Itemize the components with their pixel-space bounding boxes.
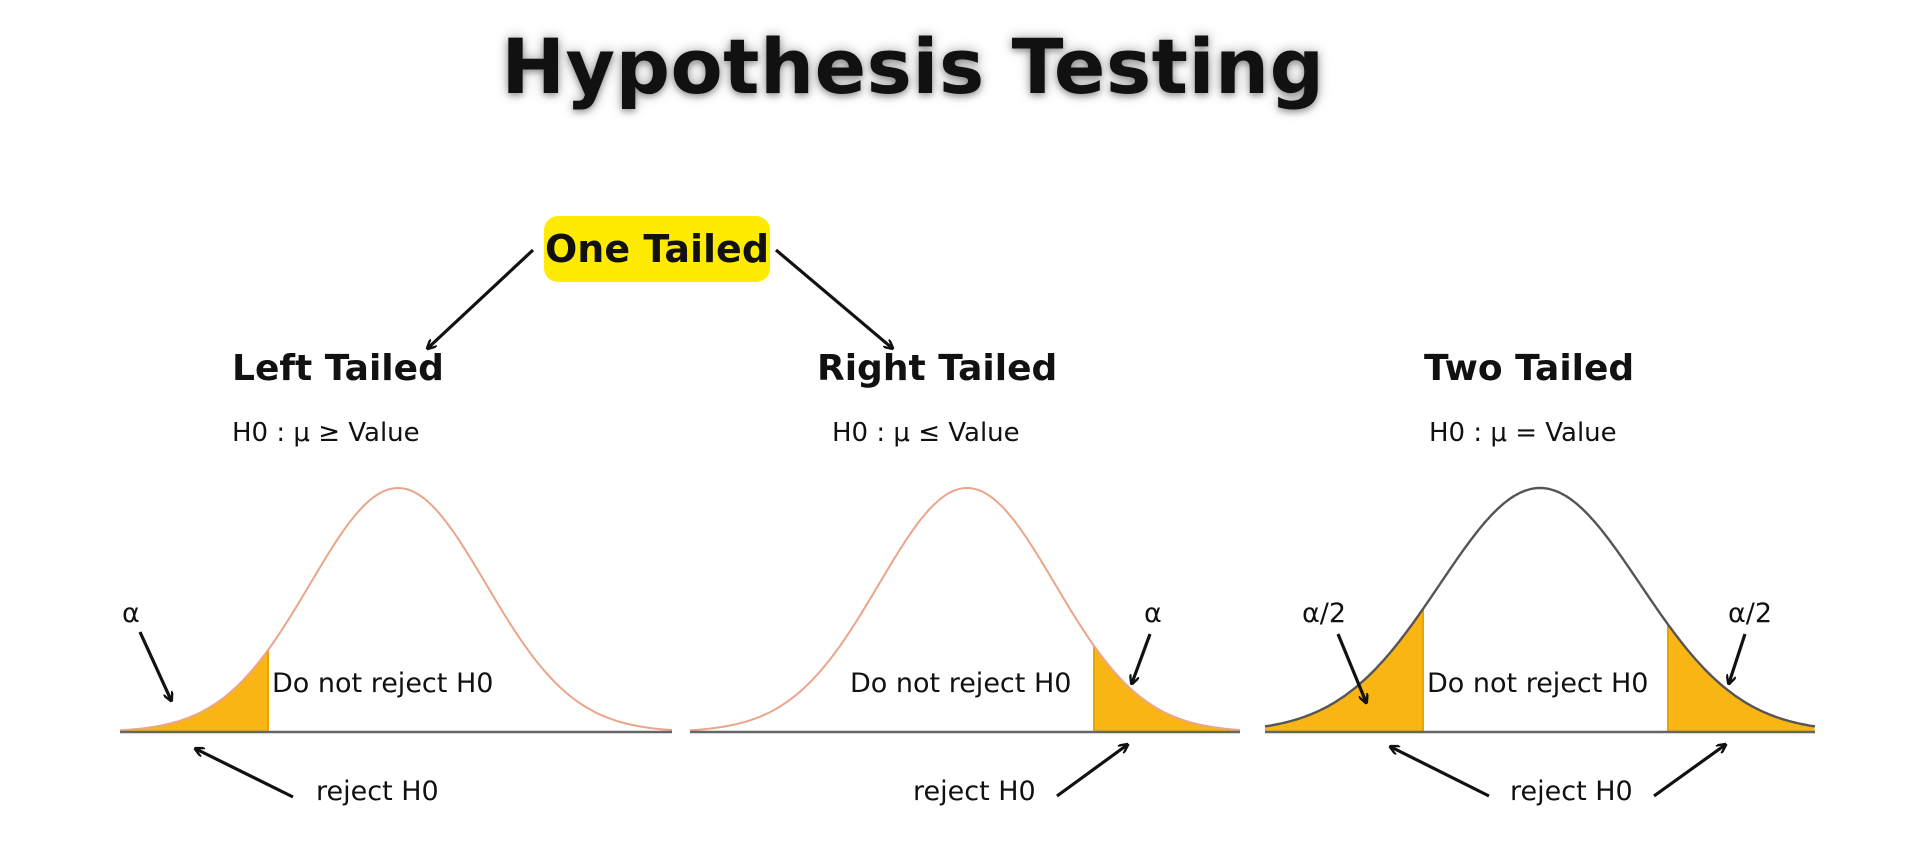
left-reject-label: reject H0 xyxy=(316,776,439,807)
right-reject-label: reject H0 xyxy=(913,776,1036,807)
left-bell-curve xyxy=(119,486,673,732)
right-tailed-heading: Right Tailed xyxy=(817,348,1058,389)
branch-arrow-left xyxy=(428,248,535,348)
left-reject-arrow xyxy=(196,749,294,799)
right-bell-curve xyxy=(689,487,1241,732)
two-do-not-reject-label: Do not reject H0 xyxy=(1427,668,1649,699)
left-alpha-label: α xyxy=(122,598,140,629)
two-reject-left-arrow xyxy=(1391,747,1490,798)
two-alpha-right-arrow xyxy=(1729,633,1747,683)
two-alpha-left-arrow xyxy=(1336,633,1366,702)
two-rejection-region-1 xyxy=(1668,624,1815,732)
right-alpha-label: α xyxy=(1144,598,1162,629)
two-reject-right-arrow xyxy=(1653,745,1725,798)
branch-arrow-right xyxy=(774,248,892,348)
two-tailed-hypothesis: H0 : μ = Value xyxy=(1429,418,1617,448)
two-alpha-right-label: α/2 xyxy=(1728,598,1773,629)
two-reject-label: reject H0 xyxy=(1510,776,1633,807)
page-title: Hypothesis Testing xyxy=(501,22,1325,111)
two-alpha-left-label: α/2 xyxy=(1302,598,1347,629)
left-alpha-arrow xyxy=(138,631,171,700)
right-do-not-reject-label: Do not reject H0 xyxy=(850,668,1072,699)
two-tailed-heading: Two Tailed xyxy=(1424,348,1635,389)
left-tailed-hypothesis: H0 : μ ≥ Value xyxy=(232,418,420,448)
left-do-not-reject-label: Do not reject H0 xyxy=(272,668,494,699)
left-rejection-region-0 xyxy=(120,650,268,732)
left-tailed-heading: Left Tailed xyxy=(232,348,444,389)
right-reject-arrow xyxy=(1056,745,1127,798)
two-rejection-region-0 xyxy=(1265,608,1423,732)
two-bell-curve xyxy=(1264,486,1816,728)
right-rejection-region-0 xyxy=(1094,645,1240,732)
one-tailed-label: One Tailed xyxy=(544,227,770,271)
one-tailed-badge xyxy=(544,216,770,282)
right-alpha-arrow xyxy=(1132,633,1152,683)
right-tailed-hypothesis: H0 : μ ≤ Value xyxy=(832,418,1020,448)
